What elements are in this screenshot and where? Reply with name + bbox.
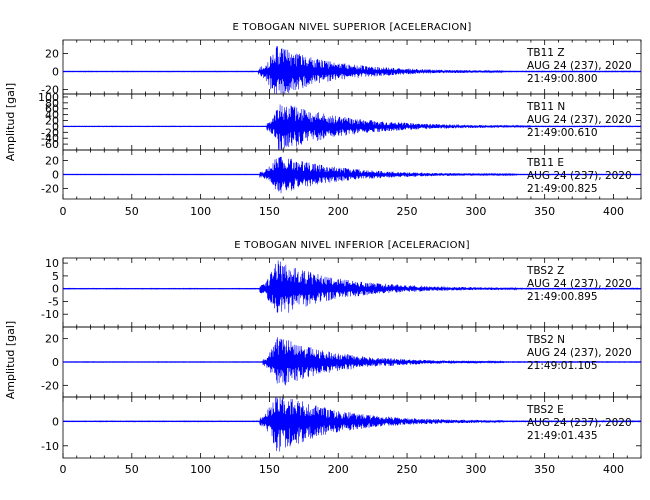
x-tick-label: 350 — [534, 205, 555, 218]
y-tick-label: 10 — [45, 257, 59, 270]
station-label: TB11 E — [526, 157, 564, 169]
y-tick-label: 80 — [45, 97, 59, 110]
station-label: TBS2 Z — [526, 265, 564, 277]
y-tick-label: 20 — [45, 333, 59, 346]
y-tick-label: 100 — [38, 91, 59, 104]
trace-time: 21:49:00.895 — [527, 291, 598, 303]
y-axis-label: Amplitud [gal] — [4, 83, 17, 161]
y-tick-label: 20 — [45, 155, 59, 168]
y-tick-label: -20 — [41, 183, 59, 196]
x-tick-label: 100 — [190, 205, 211, 218]
y-tick-label: -10 — [41, 440, 59, 453]
trace-time: 21:49:01.435 — [527, 430, 598, 442]
y-tick-label: 0 — [52, 169, 59, 182]
trace-date: AUG 24 (237), 2020 — [527, 417, 632, 429]
x-tick-label: 50 — [125, 463, 139, 476]
trace-date: AUG 24 (237), 2020 — [527, 347, 632, 359]
y-tick-label: 60 — [45, 103, 59, 116]
x-tick-label: 0 — [60, 463, 67, 476]
x-tick-label: 300 — [465, 463, 486, 476]
y-tick-label: 20 — [45, 115, 59, 128]
y-tick-label: -40 — [41, 132, 59, 145]
trace-time: 21:49:01.105 — [527, 360, 598, 372]
y-tick-label: -20 — [41, 126, 59, 139]
y-tick-label: -60 — [41, 138, 59, 151]
y-tick-label: 0 — [52, 120, 59, 133]
trace-date: AUG 24 (237), 2020 — [527, 278, 632, 290]
y-tick-label: 0 — [52, 356, 59, 369]
y-tick-label: -20 — [41, 84, 59, 97]
trace-date: AUG 24 (237), 2020 — [527, 60, 632, 72]
y-tick-label: 40 — [45, 109, 59, 122]
y-tick-label: -20 — [41, 379, 59, 392]
y-axis-label: Amplitud [gal] — [4, 321, 17, 399]
x-tick-label: 0 — [60, 205, 67, 218]
y-tick-label: 0 — [52, 415, 59, 428]
x-tick-label: 400 — [603, 463, 624, 476]
x-tick-label: 50 — [125, 205, 139, 218]
y-tick-label: -5 — [48, 295, 59, 308]
trace-time: 21:49:00.825 — [527, 183, 598, 195]
station-label: TBS2 E — [526, 404, 564, 416]
y-tick-label: 5 — [52, 270, 59, 283]
x-tick-label: 300 — [465, 205, 486, 218]
x-tick-label: 350 — [534, 463, 555, 476]
x-tick-label: 150 — [259, 463, 280, 476]
station-label: TBS2 N — [526, 334, 565, 346]
x-tick-label: 200 — [328, 205, 349, 218]
trace-time: 21:49:00.610 — [527, 127, 598, 139]
x-tick-label: 150 — [259, 205, 280, 218]
x-tick-label: 100 — [190, 463, 211, 476]
y-tick-label: -10 — [41, 308, 59, 321]
trace-date: AUG 24 (237), 2020 — [527, 114, 632, 126]
y-tick-label: 20 — [45, 48, 59, 61]
x-tick-label: 250 — [397, 463, 418, 476]
x-tick-label: 200 — [328, 463, 349, 476]
x-tick-label: 400 — [603, 205, 624, 218]
x-tick-label: 250 — [397, 205, 418, 218]
trace-date: AUG 24 (237), 2020 — [527, 170, 632, 182]
y-tick-label: 0 — [52, 283, 59, 296]
chart-title: E TOBOGAN NIVEL SUPERIOR [ACELERACION] — [232, 22, 471, 33]
trace-time: 21:49:00.800 — [527, 73, 598, 85]
y-tick-label: 0 — [52, 66, 59, 79]
station-label: TB11 Z — [526, 47, 565, 59]
station-label: TB11 N — [526, 101, 565, 113]
chart-title: E TOBOGAN NIVEL INFERIOR [ACELERACION] — [234, 240, 470, 251]
